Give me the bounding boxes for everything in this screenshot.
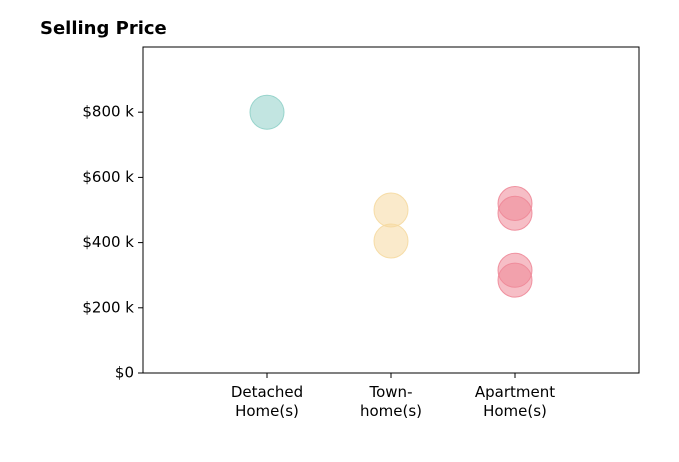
point: [497, 195, 533, 231]
x-tick-label: Apartment Home(s): [474, 383, 556, 420]
point: [373, 192, 409, 228]
y-tick-label: $200 k: [82, 298, 134, 316]
point: [497, 262, 533, 298]
y-tick-label: $800 k: [82, 103, 134, 121]
x-tick-label: Town- home(s): [359, 383, 423, 420]
y-tick-label: $400 k: [82, 233, 134, 251]
y-tick-label: $600 k: [82, 168, 134, 186]
point: [373, 223, 409, 259]
x-tick-label: Detached Home(s): [230, 383, 304, 420]
point: [249, 94, 285, 130]
y-tick-label: $0: [115, 364, 134, 382]
chart-title: Selling Price: [40, 18, 167, 39]
